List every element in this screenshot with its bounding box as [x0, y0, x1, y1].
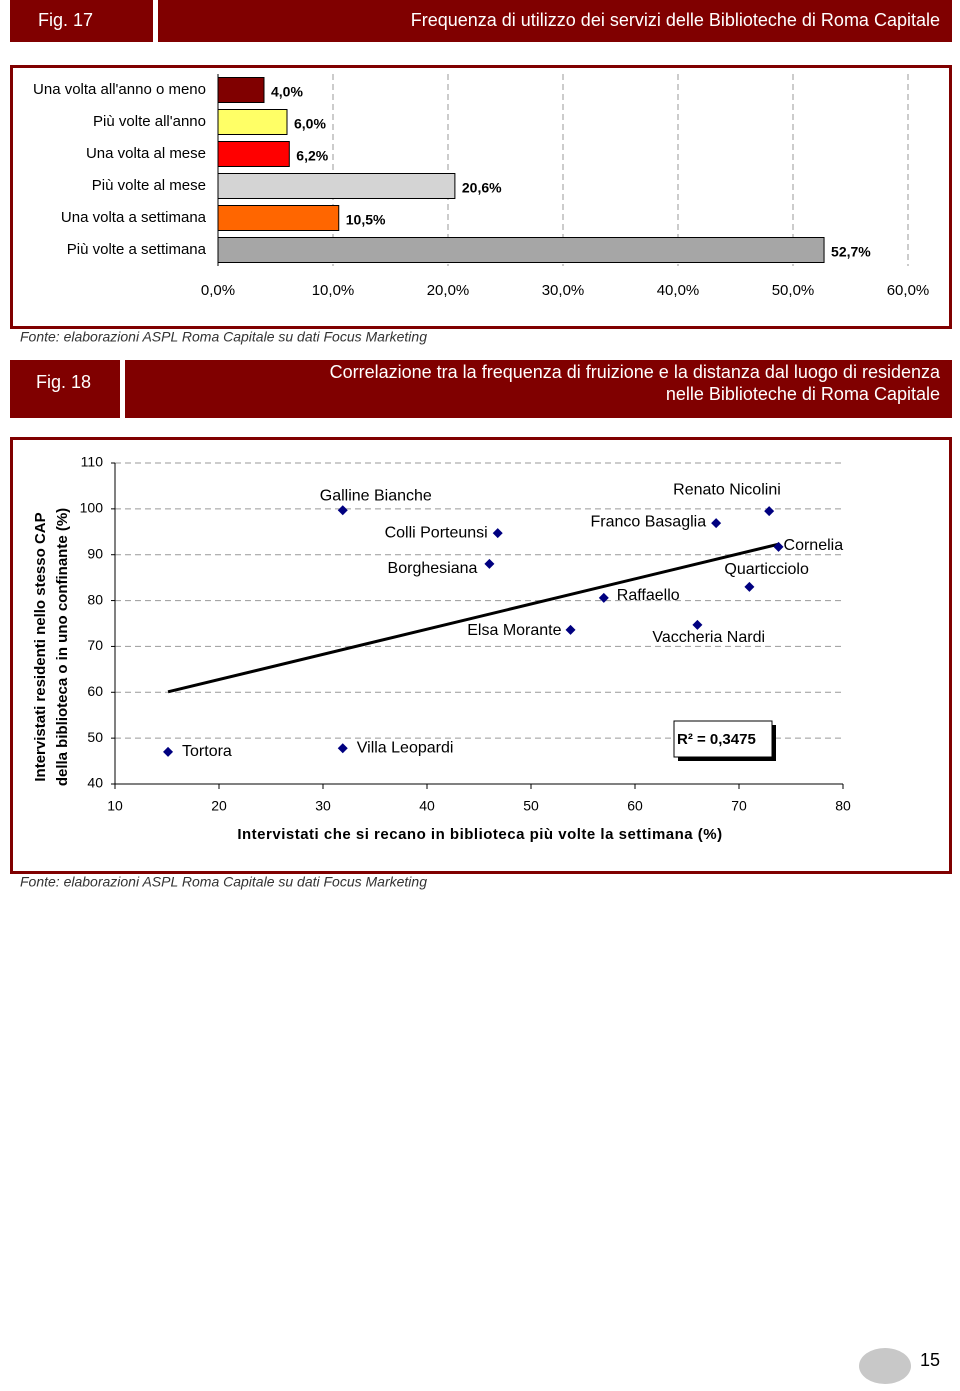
chart-title: Frequenza di utilizzo dei servizi delle … — [411, 10, 940, 30]
y-axis-label: della biblioteca o in uno confinante (%) — [54, 508, 71, 786]
point-label: Cornelia — [784, 537, 844, 554]
x-tick-label: 50 — [523, 798, 539, 814]
category-label: Più volte a settimana — [67, 241, 207, 258]
chart-title: nelle Biblioteche di Roma Capitale — [666, 384, 940, 404]
x-tick-label: 30 — [315, 798, 331, 814]
annotation: R² = 0,3475 — [677, 731, 756, 748]
x-tick-label: 20,0% — [427, 282, 470, 299]
fig-number: Fig. 18 — [36, 372, 91, 392]
x-tick-label: 0,0% — [201, 282, 235, 299]
point-label: Vaccheria Nardi — [652, 629, 765, 646]
source-note: Fonte: elaborazioni ASPL Roma Capitale s… — [20, 329, 427, 345]
data-point — [565, 624, 576, 635]
fig-box — [10, 0, 153, 42]
bar — [217, 109, 288, 135]
point-label: Tortora — [182, 743, 232, 760]
point-label: Renato Nicolini — [673, 481, 781, 498]
logo — [859, 1348, 911, 1384]
chart-frame — [10, 437, 952, 874]
x-tick-label: 80 — [835, 798, 851, 814]
category-label: Una volta a settimana — [61, 209, 207, 226]
category-label: Più volte all'anno — [93, 113, 206, 130]
bar — [217, 237, 825, 263]
value-label: 10,5% — [346, 212, 386, 228]
data-point — [711, 518, 722, 529]
y-tick-label: 90 — [87, 545, 103, 561]
data-point — [692, 619, 703, 630]
source-note: Fonte: elaborazioni ASPL Roma Capitale s… — [20, 874, 427, 890]
x-tick-label: 60 — [627, 798, 643, 814]
x-tick-label: 10 — [107, 798, 123, 814]
fig-box — [10, 360, 120, 418]
point-label: Galline Bianche — [320, 487, 432, 504]
x-tick-label: 60,0% — [887, 282, 930, 299]
title-box — [158, 0, 952, 42]
value-label: 6,0% — [294, 116, 326, 132]
point-label: Raffaello — [617, 587, 680, 604]
data-point — [337, 505, 348, 516]
chart-frame — [10, 65, 952, 329]
point-label: Villa Leopardi — [357, 739, 454, 756]
bar — [217, 173, 456, 199]
x-tick-label: 30,0% — [542, 282, 585, 299]
point-label: Elsa Morante — [467, 622, 561, 639]
chart-title: Correlazione tra la frequenza di fruizio… — [330, 362, 941, 382]
point-label: Quarticciolo — [724, 561, 809, 578]
data-point — [598, 592, 609, 603]
y-tick-label: 60 — [87, 683, 103, 699]
y-tick-label: 80 — [87, 591, 103, 607]
data-point — [484, 558, 495, 569]
bar — [217, 205, 340, 231]
y-tick-label: 110 — [81, 454, 104, 470]
x-tick-label: 50,0% — [772, 282, 815, 299]
bar — [217, 77, 265, 103]
value-label: 4,0% — [271, 84, 303, 100]
x-tick-label: 20 — [211, 798, 227, 814]
x-tick-label: 70 — [731, 798, 747, 814]
y-axis-label: Intervistati residenti nello stesso CAP — [32, 512, 49, 781]
y-tick-label: 70 — [87, 637, 103, 653]
point-label: Borghesiana — [388, 560, 478, 577]
title-box — [125, 360, 952, 418]
fig-number: Fig. 17 — [38, 10, 93, 30]
point-label: Colli Porteunsi — [385, 524, 488, 541]
category-label: Una volta al mese — [86, 145, 206, 162]
trendline — [167, 542, 779, 694]
category-label: Una volta all'anno o meno — [33, 81, 206, 98]
data-point — [744, 581, 755, 592]
page-number: 15 — [920, 1350, 940, 1370]
category-label: Più volte al mese — [92, 177, 206, 194]
data-point — [773, 541, 784, 552]
x-axis-label: Intervistati che si recano in biblioteca… — [237, 826, 722, 843]
x-tick-label: 40 — [419, 798, 435, 814]
data-point — [764, 506, 775, 517]
data-point — [163, 746, 174, 757]
data-point — [337, 743, 348, 754]
point-label: Franco Basaglia — [590, 513, 706, 530]
annotation-box — [673, 720, 773, 758]
value-label: 20,6% — [462, 180, 502, 196]
x-tick-label: 40,0% — [657, 282, 700, 299]
y-tick-label: 50 — [87, 729, 103, 745]
x-tick-label: 10,0% — [312, 282, 355, 299]
bar — [217, 141, 290, 167]
y-tick-label: 100 — [80, 500, 104, 516]
y-tick-label: 40 — [87, 775, 103, 791]
value-label: 6,2% — [296, 148, 328, 164]
value-label: 52,7% — [831, 244, 871, 260]
data-point — [492, 528, 503, 539]
